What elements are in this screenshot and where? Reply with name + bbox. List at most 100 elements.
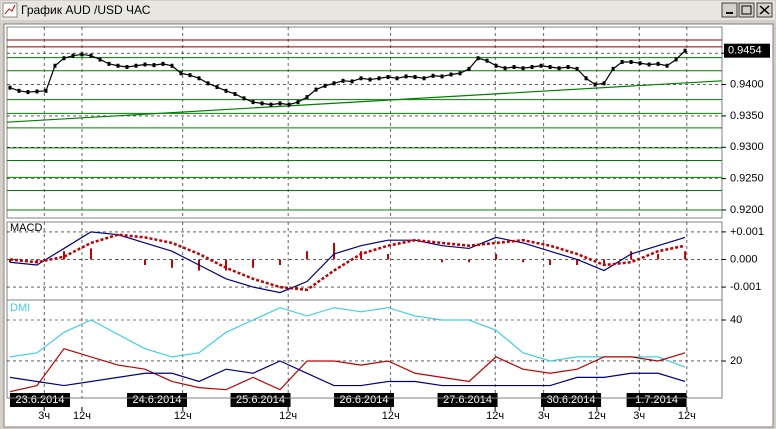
price-point [593,82,597,87]
date-label: 27.6.2014 [443,394,492,406]
dmi-line [9,307,686,368]
x-tick-label: 12ч [486,410,504,422]
price-point [467,66,471,71]
price-point [323,83,327,88]
price-point [224,88,228,93]
x-tick-label: 12ч [588,410,606,422]
price-point [152,63,156,68]
price-point [368,77,372,82]
histogram-bar [333,242,336,260]
price-point [161,61,165,66]
price-point [647,62,651,67]
y-tick-label: 0.9400 [730,78,764,90]
price-point [503,66,507,71]
price-point [539,63,543,68]
date-box [230,393,291,407]
macd-line [9,233,686,292]
price-point [314,87,318,92]
trend-line [6,80,723,123]
price-point [548,65,552,69]
price-point [458,71,462,76]
histogram-bar [495,253,498,260]
maximize-button[interactable] [738,2,755,18]
price-point [17,88,21,93]
panel-label: MACD [10,222,42,234]
y-tick-label: +0.001 [730,226,764,238]
date-label: 30.6.2014 [547,394,596,406]
minimize-button[interactable] [721,2,738,18]
price-point [179,71,183,76]
histogram-bar [684,251,687,260]
histogram-bar [8,259,11,263]
price-point [260,101,264,106]
x-tick-label: 12ч [279,410,297,422]
price-point [404,74,408,79]
y-tick-label: 0.000 [730,253,758,265]
price-point [683,48,687,53]
dmi-line [9,347,686,393]
histogram-bar [279,259,282,265]
histogram-bar [576,259,579,265]
x-tick-label: 3ч [38,410,50,422]
histogram-bar [441,259,444,263]
price-point [557,66,561,71]
price-point [251,100,255,105]
histogram-bar [35,259,38,263]
panel-frame [6,26,723,219]
price-point [584,76,588,81]
y-tick-label: 0.9350 [730,110,764,122]
date-box [126,393,187,407]
price-point [197,76,201,81]
price-point [449,72,453,77]
maximize-glyph [741,5,752,15]
date-label: 23.6.2014 [16,394,65,406]
histogram-bar [468,259,471,263]
date-box [9,393,70,407]
histogram-bar [306,251,309,260]
x-tick-label: 12ч [382,410,400,422]
price-point [233,91,237,96]
price-point [8,85,12,90]
histogram-bar [549,259,552,265]
date-label: 26.6.2014 [340,394,389,406]
x-tick-label: 12ч [678,410,696,422]
date-box [541,393,602,407]
price-point [620,59,624,64]
title-bar [1,1,775,20]
x-tick-label: 12ч [73,410,91,422]
histogram-bar [657,253,660,260]
price-point [602,81,606,86]
price-point [269,102,273,107]
histogram-bar [387,253,390,260]
date-label: 24.6.2014 [133,394,182,406]
price-point [107,61,111,66]
panel-frame [6,299,723,399]
price-point [35,89,39,94]
price-point [377,76,381,81]
histogram-bar [252,259,255,268]
price-point [62,56,66,61]
window-buttons[interactable] [721,2,773,18]
price-point [386,75,390,80]
y-tick-label: 40 [730,314,742,326]
price-point [44,88,48,93]
price-point [575,66,579,71]
y-tick-label: 0.9200 [730,204,764,216]
price-point [71,53,75,58]
price-point [188,73,192,78]
app-icon-glyph [4,4,16,15]
price-point [530,65,534,69]
y-tick-label: 20 [730,355,742,367]
price-point [665,63,669,68]
price-point [206,81,210,86]
price-point [53,63,57,68]
histogram-bar [89,248,92,260]
histogram-bar [522,259,525,263]
price-point [170,63,174,68]
price-point [485,58,489,63]
price-line [9,50,686,106]
histogram-bar [143,259,146,265]
price-point [89,53,93,58]
